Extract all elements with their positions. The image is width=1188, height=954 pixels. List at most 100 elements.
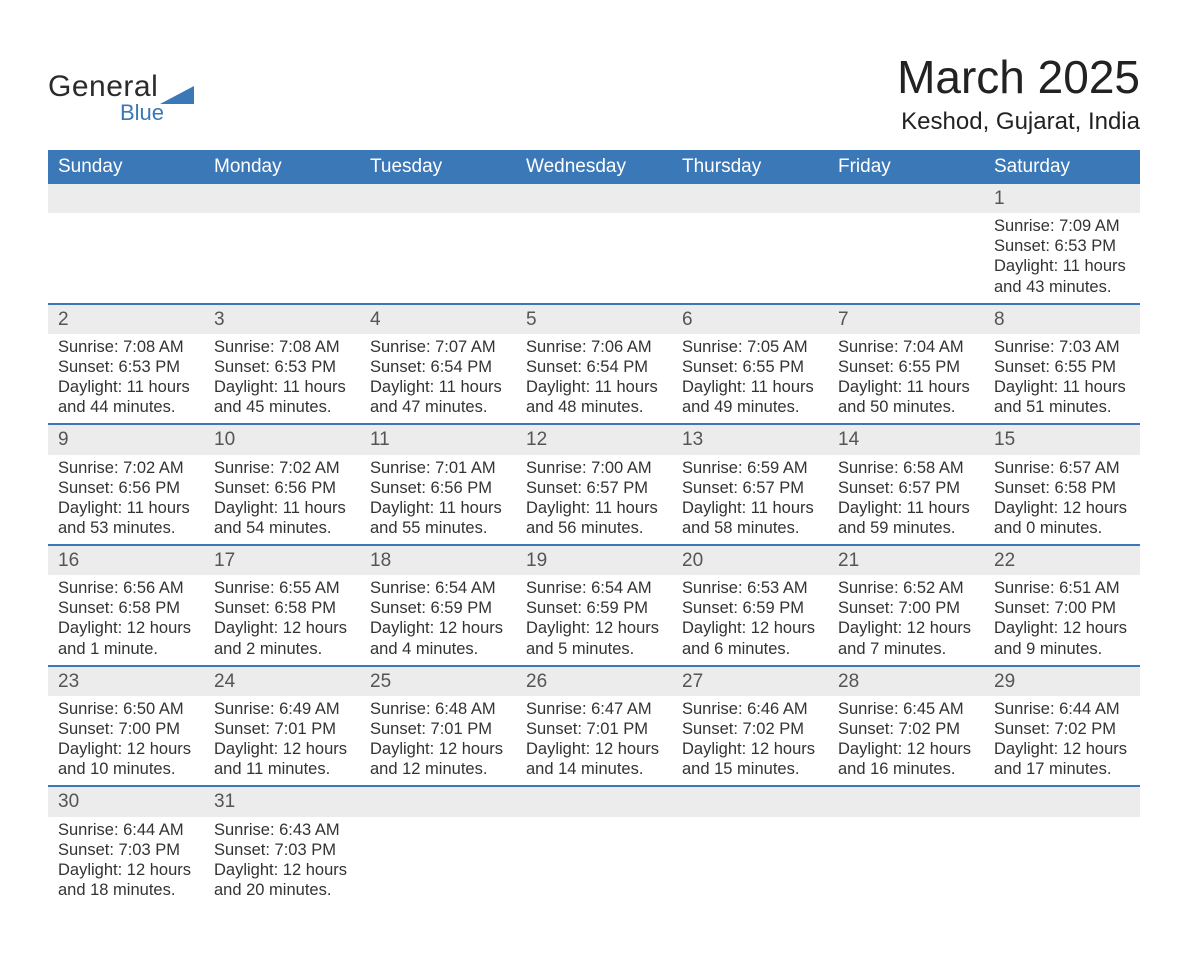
daylight2-text: and 48 minutes.: [526, 397, 662, 417]
daylight2-text: and 1 minute.: [58, 639, 194, 659]
day-details: Sunrise: 6:44 AMSunset: 7:03 PMDaylight:…: [48, 817, 204, 907]
daylight1-text: Daylight: 12 hours: [58, 860, 194, 880]
daylight1-text: Daylight: 12 hours: [838, 618, 974, 638]
sunset-text: Sunset: 6:53 PM: [214, 357, 350, 377]
sunset-text: Sunset: 7:02 PM: [994, 719, 1130, 739]
calendar-date-cell: [516, 786, 672, 816]
week-detail-row: Sunrise: 7:02 AMSunset: 6:56 PMDaylight:…: [48, 455, 1140, 546]
sunset-text: Sunset: 6:53 PM: [58, 357, 194, 377]
calendar-detail-cell: Sunrise: 7:07 AMSunset: 6:54 PMDaylight:…: [360, 334, 516, 425]
sunrise-text: Sunrise: 7:05 AM: [682, 337, 818, 357]
calendar-detail-cell: [48, 213, 204, 304]
sunset-text: Sunset: 7:03 PM: [214, 840, 350, 860]
date-number: 20: [672, 546, 828, 575]
calendar-date-cell: 26: [516, 666, 672, 696]
date-number: 3: [204, 305, 360, 334]
week-date-row: 23242526272829: [48, 666, 1140, 696]
daylight2-text: and 0 minutes.: [994, 518, 1130, 538]
daylight1-text: Daylight: 12 hours: [994, 739, 1130, 759]
sunset-text: Sunset: 6:57 PM: [682, 478, 818, 498]
calendar-detail-cell: Sunrise: 7:05 AMSunset: 6:55 PMDaylight:…: [672, 334, 828, 425]
sunset-text: Sunset: 7:00 PM: [994, 598, 1130, 618]
sunset-text: Sunset: 6:56 PM: [370, 478, 506, 498]
calendar-detail-cell: Sunrise: 6:59 AMSunset: 6:57 PMDaylight:…: [672, 455, 828, 546]
daylight1-text: Daylight: 11 hours: [838, 377, 974, 397]
daylight2-text: and 16 minutes.: [838, 759, 974, 779]
day-details: Sunrise: 6:58 AMSunset: 6:57 PMDaylight:…: [828, 455, 984, 545]
sunrise-text: Sunrise: 6:50 AM: [58, 699, 194, 719]
calendar-detail-cell: Sunrise: 6:47 AMSunset: 7:01 PMDaylight:…: [516, 696, 672, 787]
sunrise-text: Sunrise: 7:00 AM: [526, 458, 662, 478]
daylight1-text: Daylight: 11 hours: [214, 498, 350, 518]
day-header-tuesday: Tuesday: [360, 150, 516, 184]
day-details: Sunrise: 6:49 AMSunset: 7:01 PMDaylight:…: [204, 696, 360, 786]
day-details: Sunrise: 6:54 AMSunset: 6:59 PMDaylight:…: [360, 575, 516, 665]
calendar-detail-cell: Sunrise: 6:56 AMSunset: 6:58 PMDaylight:…: [48, 575, 204, 666]
calendar-date-cell: [48, 184, 204, 213]
day-details: Sunrise: 6:44 AMSunset: 7:02 PMDaylight:…: [984, 696, 1140, 786]
calendar-detail-cell: Sunrise: 6:43 AMSunset: 7:03 PMDaylight:…: [204, 817, 360, 907]
day-details: Sunrise: 7:08 AMSunset: 6:53 PMDaylight:…: [204, 334, 360, 424]
calendar-date-cell: 25: [360, 666, 516, 696]
daylight1-text: Daylight: 12 hours: [994, 618, 1130, 638]
sunrise-text: Sunrise: 6:56 AM: [58, 578, 194, 598]
calendar-detail-cell: Sunrise: 6:49 AMSunset: 7:01 PMDaylight:…: [204, 696, 360, 787]
day-details: Sunrise: 6:46 AMSunset: 7:02 PMDaylight:…: [672, 696, 828, 786]
date-number: 4: [360, 305, 516, 334]
calendar-detail-cell: Sunrise: 6:58 AMSunset: 6:57 PMDaylight:…: [828, 455, 984, 546]
sunrise-text: Sunrise: 6:45 AM: [838, 699, 974, 719]
brand-logo: General Blue: [48, 32, 194, 126]
sunset-text: Sunset: 6:59 PM: [370, 598, 506, 618]
sunrise-text: Sunrise: 6:54 AM: [370, 578, 506, 598]
date-number: 21: [828, 546, 984, 575]
sunrise-text: Sunrise: 7:03 AM: [994, 337, 1130, 357]
date-number: 17: [204, 546, 360, 575]
day-details: Sunrise: 6:51 AMSunset: 7:00 PMDaylight:…: [984, 575, 1140, 665]
calendar-date-cell: 23: [48, 666, 204, 696]
date-number: 9: [48, 425, 204, 454]
date-number: 27: [672, 667, 828, 696]
daylight2-text: and 14 minutes.: [526, 759, 662, 779]
calendar-detail-cell: Sunrise: 7:02 AMSunset: 6:56 PMDaylight:…: [204, 455, 360, 546]
calendar-date-cell: 24: [204, 666, 360, 696]
calendar-date-cell: [360, 786, 516, 816]
sunrise-text: Sunrise: 7:06 AM: [526, 337, 662, 357]
day-header-friday: Friday: [828, 150, 984, 184]
sunrise-text: Sunrise: 6:58 AM: [838, 458, 974, 478]
date-number: 16: [48, 546, 204, 575]
daylight1-text: Daylight: 12 hours: [58, 739, 194, 759]
calendar-date-cell: 20: [672, 545, 828, 575]
daylight1-text: Daylight: 11 hours: [994, 377, 1130, 397]
daylight1-text: Daylight: 11 hours: [526, 377, 662, 397]
sunrise-text: Sunrise: 6:44 AM: [58, 820, 194, 840]
calendar-detail-cell: Sunrise: 6:57 AMSunset: 6:58 PMDaylight:…: [984, 455, 1140, 546]
calendar-date-cell: 7: [828, 304, 984, 334]
sunset-text: Sunset: 6:53 PM: [994, 236, 1130, 256]
sunrise-text: Sunrise: 7:08 AM: [58, 337, 194, 357]
daylight2-text: and 9 minutes.: [994, 639, 1130, 659]
calendar-date-cell: 27: [672, 666, 828, 696]
calendar-date-cell: 18: [360, 545, 516, 575]
daylight2-text: and 49 minutes.: [682, 397, 818, 417]
calendar-detail-cell: [516, 213, 672, 304]
calendar-detail-cell: [828, 817, 984, 907]
daylight1-text: Daylight: 12 hours: [214, 739, 350, 759]
sunrise-text: Sunrise: 6:52 AM: [838, 578, 974, 598]
calendar-date-cell: 30: [48, 786, 204, 816]
sunset-text: Sunset: 7:01 PM: [370, 719, 506, 739]
daylight1-text: Daylight: 12 hours: [682, 618, 818, 638]
sunrise-text: Sunrise: 6:44 AM: [994, 699, 1130, 719]
sunset-text: Sunset: 6:54 PM: [526, 357, 662, 377]
calendar-date-cell: [828, 786, 984, 816]
calendar-detail-cell: Sunrise: 7:08 AMSunset: 6:53 PMDaylight:…: [48, 334, 204, 425]
daylight2-text: and 43 minutes.: [994, 277, 1130, 297]
day-details: Sunrise: 7:06 AMSunset: 6:54 PMDaylight:…: [516, 334, 672, 424]
date-number: 28: [828, 667, 984, 696]
sunrise-text: Sunrise: 6:46 AM: [682, 699, 818, 719]
daylight1-text: Daylight: 12 hours: [994, 498, 1130, 518]
calendar-date-cell: [516, 184, 672, 213]
sunset-text: Sunset: 7:00 PM: [58, 719, 194, 739]
calendar-detail-cell: Sunrise: 6:46 AMSunset: 7:02 PMDaylight:…: [672, 696, 828, 787]
calendar-date-cell: 14: [828, 424, 984, 454]
sunset-text: Sunset: 7:01 PM: [214, 719, 350, 739]
